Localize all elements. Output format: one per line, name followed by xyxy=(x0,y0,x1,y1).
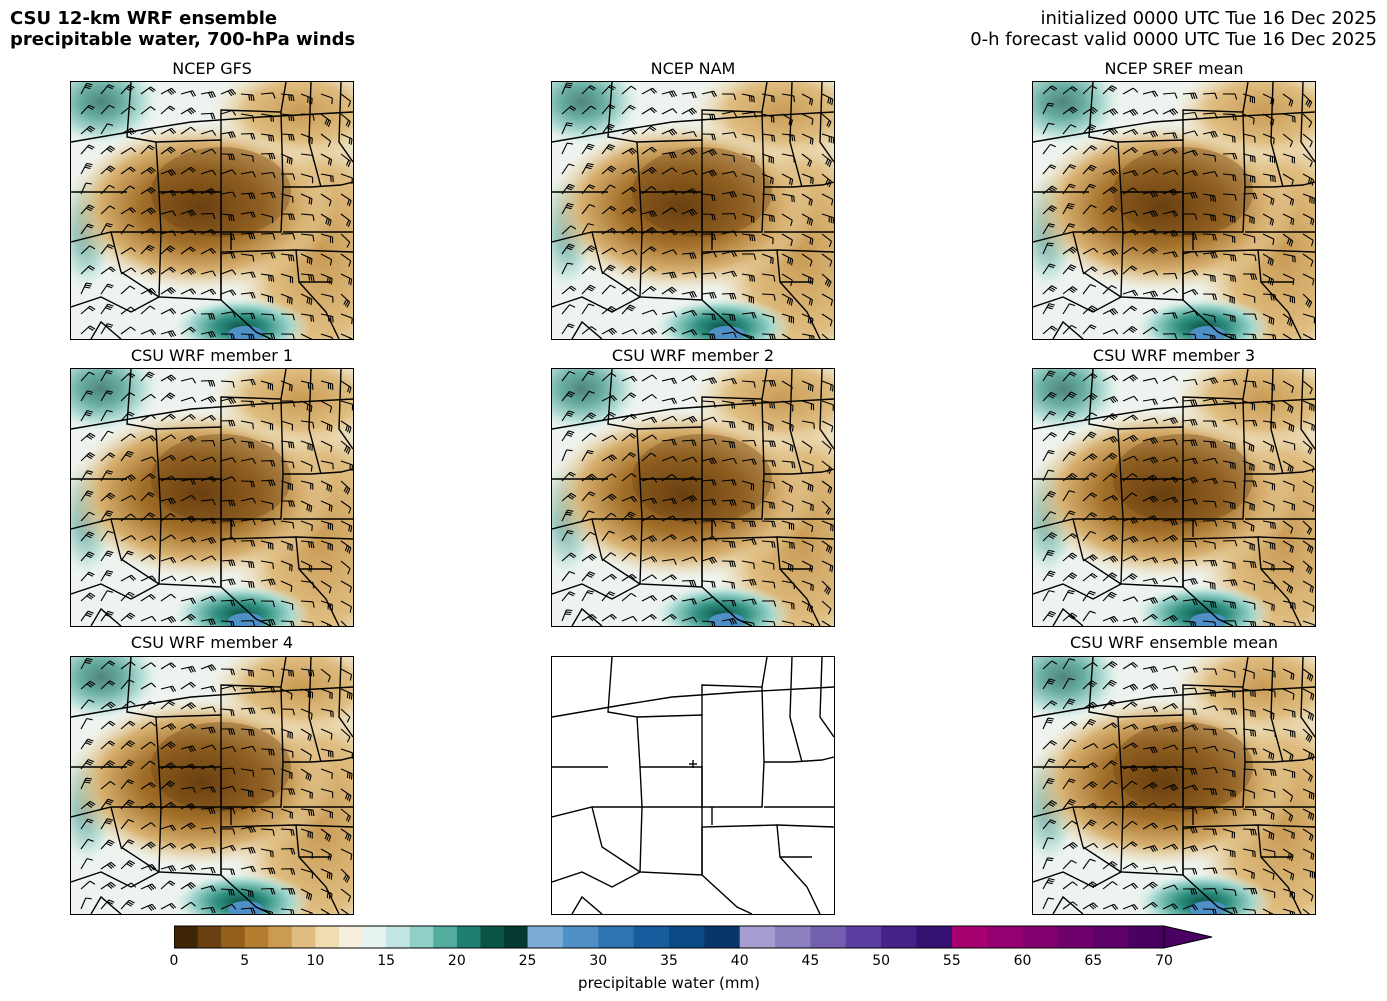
colorbar-swatch xyxy=(504,926,529,948)
colorbar-swatch xyxy=(916,926,953,948)
map-panel-blank xyxy=(551,656,835,915)
colorbar-swatch xyxy=(315,926,340,948)
colorbar-bar xyxy=(173,925,1213,949)
colorbar-swatch xyxy=(739,926,776,948)
panel-title-member-2: CSU WRF member 2 xyxy=(611,346,775,365)
panel-title-nam: NCEP NAM xyxy=(650,59,736,78)
colorbar-tick-label: 65 xyxy=(1084,953,1103,969)
colorbar-swatch xyxy=(1057,926,1094,948)
map-panel-nam xyxy=(551,81,835,340)
map-panel-sref xyxy=(1032,81,1316,340)
map-graphic xyxy=(71,82,353,339)
colorbar-swatch xyxy=(669,926,705,948)
colorbar-tick-label: 5 xyxy=(240,953,250,969)
map-panel-member-4 xyxy=(70,656,354,915)
colorbar-swatch xyxy=(221,926,246,948)
colorbar-tick-label: 20 xyxy=(447,953,466,969)
colorbar-tick-label: 10 xyxy=(306,953,325,969)
colorbar-swatch xyxy=(704,926,741,948)
title-line-1: CSU 12-km WRF ensemble xyxy=(10,8,278,29)
colorbar-tick-label: 70 xyxy=(1155,953,1173,969)
map-panel-member-3 xyxy=(1032,368,1316,627)
map-panel-gfs xyxy=(70,81,354,340)
colorbar-swatch xyxy=(845,926,882,948)
colorbar-swatch xyxy=(174,926,199,948)
colorbar-swatch xyxy=(775,926,812,948)
map-graphic xyxy=(552,82,834,339)
map-graphic xyxy=(71,369,353,626)
colorbar-swatch xyxy=(291,926,317,948)
colorbar-swatch xyxy=(433,926,458,948)
colorbar-swatch xyxy=(456,926,482,948)
init-time-label: initialized 0000 UTC Tue 16 Dec 2025 xyxy=(1040,8,1377,29)
colorbar-swatch xyxy=(598,926,635,948)
figure-title: CSU 12-km WRF ensemble precipitable wate… xyxy=(10,8,355,50)
colorbar-swatch xyxy=(197,926,222,948)
colorbar-swatch xyxy=(810,926,847,948)
colorbar-swatch xyxy=(562,926,599,948)
colorbar-tick-label: 50 xyxy=(872,953,891,969)
colorbar-tick-label: 60 xyxy=(1013,953,1032,969)
colorbar-swatch xyxy=(409,926,434,948)
colorbar-tick-label: 30 xyxy=(589,953,608,969)
forecast-time-info: initialized 0000 UTC Tue 16 Dec 2025 0-h… xyxy=(970,8,1377,50)
panel-title-member-3: CSU WRF member 3 xyxy=(1092,346,1256,365)
colorbar-swatch xyxy=(527,926,564,948)
colorbar-swatch xyxy=(633,926,670,948)
panel-title-member-4: CSU WRF member 4 xyxy=(130,633,294,652)
map-graphic xyxy=(552,369,834,626)
panel-title-ensemble-mean: CSU WRF ensemble mean xyxy=(1069,633,1278,652)
colorbar-tick-label: 55 xyxy=(942,953,961,969)
colorbar-tick-label: 0 xyxy=(169,953,179,969)
colorbar-swatch xyxy=(268,926,293,948)
map-graphic xyxy=(552,657,834,914)
colorbar-tick-label: 15 xyxy=(377,953,396,969)
valid-time-label: 0-h forecast valid 0000 UTC Tue 16 Dec 2… xyxy=(970,29,1377,50)
colorbar-swatch xyxy=(1093,926,1130,948)
colorbar-swatch xyxy=(987,926,1024,948)
colorbar-swatch xyxy=(480,926,505,948)
colorbar: 0 5 10 15 20 25 30 35 40 45 50 55 60 65 70 precipitabl… xyxy=(170,925,1219,995)
colorbar-tick-label: 40 xyxy=(730,953,749,969)
colorbar-swatch xyxy=(386,926,411,948)
map-panel-member-1 xyxy=(70,368,354,627)
colorbar-extend-arrow xyxy=(1163,925,1213,949)
colorbar-outline xyxy=(173,925,1165,949)
colorbar-swatch xyxy=(951,926,988,948)
map-graphic xyxy=(1033,369,1315,626)
colorbar-swatch xyxy=(362,926,387,948)
colorbar-label: precipitable water (mm) xyxy=(578,974,760,992)
colorbar-swatch xyxy=(881,926,918,948)
panel-title-gfs: NCEP GFS xyxy=(172,59,252,78)
title-line-2: precipitable water, 700-hPa winds xyxy=(10,29,356,50)
colorbar-swatch xyxy=(1022,926,1059,948)
map-panel-member-2 xyxy=(551,368,835,627)
panel-title-member-1: CSU WRF member 1 xyxy=(130,346,294,365)
colorbar-tick-label: 25 xyxy=(518,953,537,969)
colorbar-tick-label: 45 xyxy=(801,953,820,969)
map-graphic xyxy=(1033,82,1315,339)
colorbar-tick-label: 35 xyxy=(660,953,678,969)
map-graphic xyxy=(1033,657,1315,914)
colorbar-swatch xyxy=(244,926,269,948)
map-panel-ensemble-mean xyxy=(1032,656,1316,915)
map-graphic xyxy=(71,657,353,914)
panel-title-sref: NCEP SREF mean xyxy=(1104,59,1244,78)
colorbar-swatch xyxy=(1128,926,1165,948)
colorbar-swatch xyxy=(339,926,364,948)
